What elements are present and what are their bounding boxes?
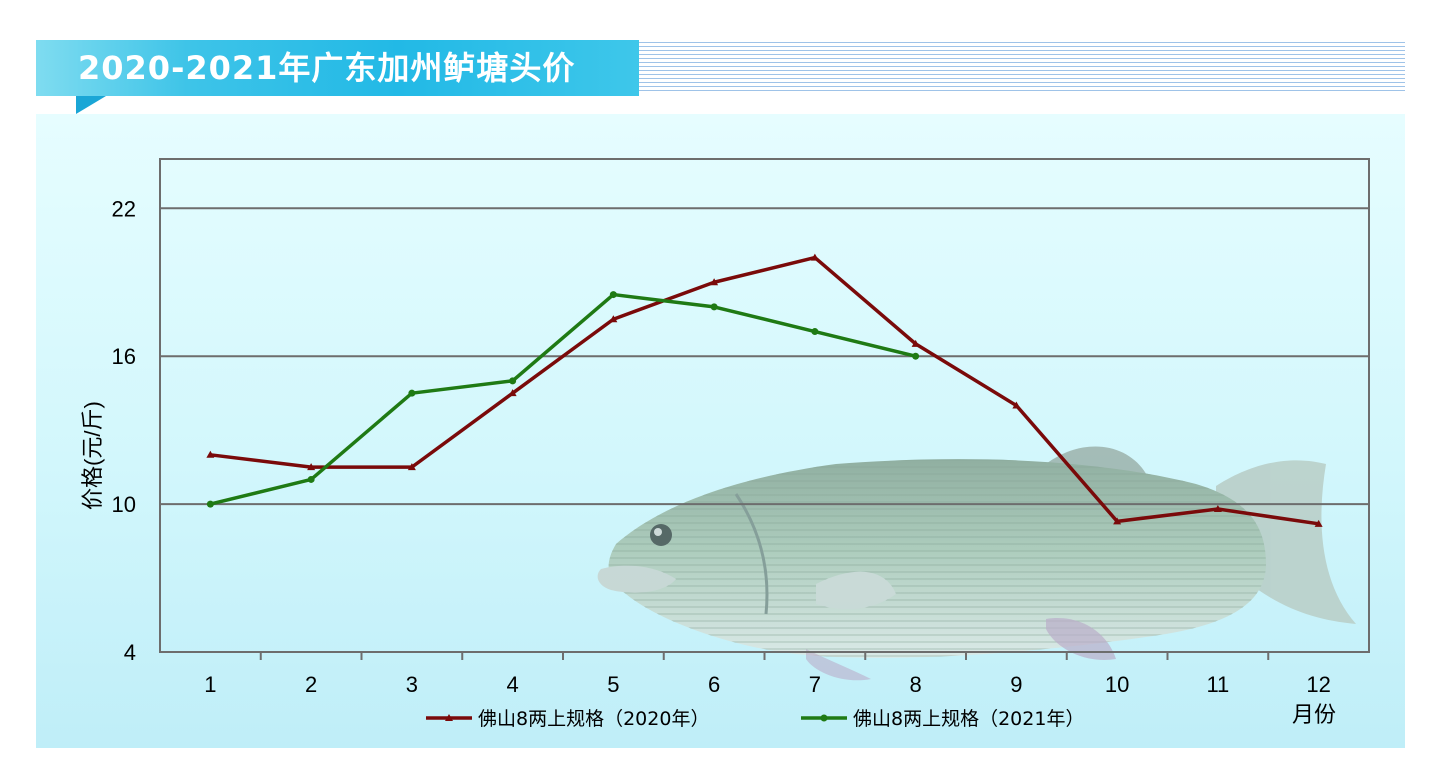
- x-tick-label: 7: [809, 672, 821, 697]
- legend-swatch-marker: [820, 714, 828, 722]
- title-decorative-lines: [639, 42, 1405, 92]
- x-axis-title: 月份: [1292, 702, 1336, 727]
- y-tick-label: 4: [124, 640, 136, 665]
- y-tick-label: 10: [112, 492, 136, 517]
- series-layer: [206, 253, 1323, 527]
- x-tick-label: 5: [607, 672, 619, 697]
- legend-swatch-marker: [445, 714, 453, 721]
- x-tick-label: 1: [204, 672, 216, 697]
- data-point-marker: [1113, 517, 1122, 525]
- data-point-marker: [407, 463, 416, 471]
- data-point-marker: [408, 389, 416, 397]
- x-tick-label: 10: [1105, 672, 1129, 697]
- data-point-marker: [609, 291, 617, 299]
- data-point-marker: [609, 315, 618, 323]
- series-line: [210, 255, 1319, 526]
- legend-label: 佛山8两上规格（2021年）: [853, 708, 1084, 730]
- data-point-marker: [710, 278, 719, 286]
- legend-label: 佛山8两上规格（2020年）: [478, 708, 709, 730]
- x-tick-label: 11: [1206, 672, 1229, 697]
- title-banner-tail: [76, 96, 106, 114]
- data-point-marker: [206, 450, 215, 458]
- data-point-marker: [307, 463, 316, 471]
- x-tick-label: 2: [305, 672, 317, 697]
- y-tick-label: 16: [112, 344, 136, 369]
- data-point-marker: [1012, 401, 1021, 409]
- data-point-marker: [911, 339, 920, 347]
- chart-panel: 4 10 16 22 1 2 3 4 5 6 7 8 9 10 11 12 佛山8两上规格（2020年） 佛山8…: [36, 114, 1405, 748]
- data-point-marker: [509, 377, 517, 385]
- x-tick-label: 8: [910, 672, 922, 697]
- data-point-marker: [1213, 505, 1222, 513]
- x-tick-label: 12: [1306, 672, 1330, 697]
- data-point-marker: [811, 328, 819, 336]
- data-point-marker: [810, 253, 819, 261]
- x-tick-label: 6: [708, 672, 720, 697]
- data-point-marker: [206, 500, 214, 508]
- data-point-marker: [710, 303, 718, 311]
- data-point-marker: [307, 475, 315, 483]
- x-tick-label: 3: [406, 672, 418, 697]
- data-point-marker: [508, 389, 517, 397]
- x-tick-label: 4: [507, 672, 519, 697]
- page-title: 2020-2021年广东加州鲈塘头价: [78, 49, 576, 87]
- y-axis-title: 价格(元/斤): [80, 401, 105, 510]
- data-point-marker: [912, 352, 920, 360]
- x-tick-label: 9: [1010, 672, 1022, 697]
- series-line: [209, 292, 917, 506]
- title-banner: [36, 40, 639, 96]
- fish-illustration: [597, 446, 1356, 681]
- y-tick-label: 22: [112, 196, 136, 221]
- data-point-marker: [1314, 519, 1323, 527]
- legend: 佛山8两上规格（2020年） 佛山8两上规格（2021年）: [426, 708, 1084, 730]
